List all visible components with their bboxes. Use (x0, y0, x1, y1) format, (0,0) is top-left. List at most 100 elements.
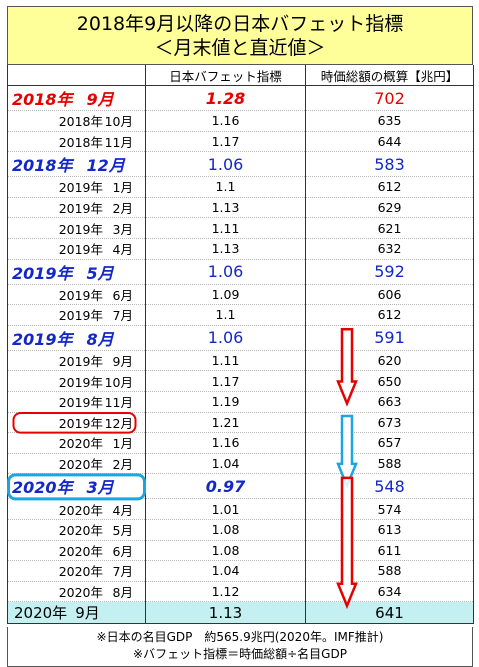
row-date: 2020年 1月 (7, 432, 146, 454)
row-cap: 612 (305, 304, 474, 326)
title-box: 2018年9月以降の日本バフェット指標 ＜月末値と直近値＞ (7, 6, 473, 65)
row-month: 1月 (112, 180, 133, 196)
row-cap: 641 (305, 601, 474, 625)
row-cap: 629 (305, 197, 474, 219)
note-formula: ※バフェット指標＝時価総額÷名目GDP (133, 647, 347, 662)
row-year: 2019年 (58, 374, 103, 390)
row-index: 1.08 (145, 540, 306, 562)
row-year: 2020年 (58, 523, 103, 539)
row-month: 5月 (112, 523, 133, 539)
row-year: 2020年 (58, 436, 103, 452)
notes: ※日本の名目GDP 約565.9兆円(2020年。IMF推計) ※バフェット指標… (7, 627, 473, 667)
row-index: 1.12 (145, 581, 306, 603)
title-line2: ＜月末値と直近値＞ (154, 37, 326, 59)
row-index: 1.13 (145, 601, 306, 625)
row-index: 1.16 (145, 432, 306, 454)
row-year: 2019年 (12, 329, 73, 349)
row-date: 2020年 2月 (7, 453, 146, 475)
row-date: 2020年 6月 (7, 540, 146, 562)
table-row: 2020年 6月 1.08 611 (7, 540, 474, 562)
row-index: 1.06 (145, 325, 306, 351)
row-index: 1.04 (145, 453, 306, 475)
row-month: 7月 (112, 308, 133, 324)
row-cap: 592 (305, 259, 474, 285)
table-row: 2019年 12月 1.21 673 (7, 412, 474, 434)
row-date: 2020年 9月 (7, 601, 146, 625)
row-cap: 548 (305, 473, 474, 500)
row-date: 2019年 6月 (7, 284, 146, 306)
row-index: 1.04 (145, 560, 306, 582)
row-cap: 611 (305, 540, 474, 562)
row-index: 1.11 (145, 350, 306, 372)
row-index: 1.11 (145, 217, 306, 239)
row-year: 2019年 (58, 242, 103, 258)
table-row: 2018年 11月 1.17 644 (7, 131, 474, 153)
row-month: 11月 (104, 134, 133, 150)
row-year: 2019年 (58, 354, 103, 370)
row-cap: 673 (305, 412, 474, 434)
row-index: 1.08 (145, 519, 306, 541)
header-index: 日本バフェット指標 (145, 65, 306, 86)
row-index: 1.13 (145, 197, 306, 219)
table-row: 2019年 9月 1.11 620 (7, 350, 474, 372)
row-date: 2019年 12月 (7, 412, 146, 434)
row-index: 1.1 (145, 304, 306, 326)
row-cap: 612 (305, 176, 474, 198)
row-date: 2020年 7月 (7, 560, 146, 582)
row-year: 2020年 (58, 564, 103, 580)
row-date: 2019年 5月 (7, 259, 146, 285)
row-month: 3月 (86, 478, 114, 498)
row-date: 2019年 7月 (7, 304, 146, 326)
row-year: 2020年 (58, 543, 103, 559)
row-cap: 574 (305, 498, 474, 520)
row-cap: 588 (305, 560, 474, 582)
row-date: 2020年 8月 (7, 581, 146, 603)
row-year: 2019年 (12, 263, 73, 283)
row-month: 9月 (112, 354, 133, 370)
row-month: 12月 (104, 415, 133, 431)
row-date: 2020年 4月 (7, 498, 146, 520)
row-index: 0.97 (145, 473, 306, 500)
row-month: 11月 (104, 395, 133, 411)
table-row: 2018年 12月 1.06 583 (7, 151, 474, 178)
table-row: 2019年 5月 1.06 592 (7, 259, 474, 285)
row-year: 2019年 (58, 415, 103, 431)
row-year: 2019年 (58, 395, 103, 411)
row-cap: 702 (305, 85, 474, 111)
row-year: 2019年 (58, 201, 103, 217)
row-month: 6月 (112, 543, 133, 559)
row-year: 2019年 (58, 308, 103, 324)
row-month: 4月 (112, 242, 133, 258)
row-year: 2019年 (58, 221, 103, 237)
table-row: 2019年 7月 1.1 612 (7, 304, 474, 326)
table-row: 2020年 7月 1.04 588 (7, 560, 474, 582)
table-row: 2019年 11月 1.19 663 (7, 391, 474, 413)
row-month: 10月 (104, 114, 133, 130)
row-cap: 606 (305, 284, 474, 306)
row-cap: 620 (305, 350, 474, 372)
row-year: 2020年 (58, 457, 103, 473)
table-row: 2020年 1月 1.16 657 (7, 432, 474, 454)
row-cap: 591 (305, 325, 474, 351)
row-year: 2020年 (14, 604, 68, 623)
row-month: 2月 (112, 457, 133, 473)
row-index: 1.28 (145, 85, 306, 111)
row-year: 2019年 (58, 180, 103, 196)
table-row: 2020年 8月 1.12 634 (7, 581, 474, 603)
row-index: 1.1 (145, 176, 306, 198)
row-date: 2019年 11月 (7, 391, 146, 413)
row-month: 10月 (104, 374, 133, 390)
row-index: 1.17 (145, 370, 306, 392)
title-line1: 2018年9月以降の日本バフェット指標 (76, 13, 404, 35)
table-row: 2018年 10月 1.16 635 (7, 110, 474, 132)
row-date: 2019年 8月 (7, 325, 146, 351)
buffett-indicator-sheet: 2018年9月以降の日本バフェット指標 ＜月末値と直近値＞ 日本バフェット指標 … (7, 6, 474, 667)
row-month: 1月 (112, 436, 133, 452)
row-index: 1.09 (145, 284, 306, 306)
table-row: 2019年 4月 1.13 632 (7, 238, 474, 260)
row-date: 2019年 3月 (7, 217, 146, 239)
table-row: 2020年 3月 0.97 548 (7, 473, 474, 500)
row-cap: 650 (305, 370, 474, 392)
row-date: 2018年 11月 (7, 131, 146, 153)
note-gdp: ※日本の名目GDP 約565.9兆円(2020年。IMF推計) (96, 630, 384, 645)
